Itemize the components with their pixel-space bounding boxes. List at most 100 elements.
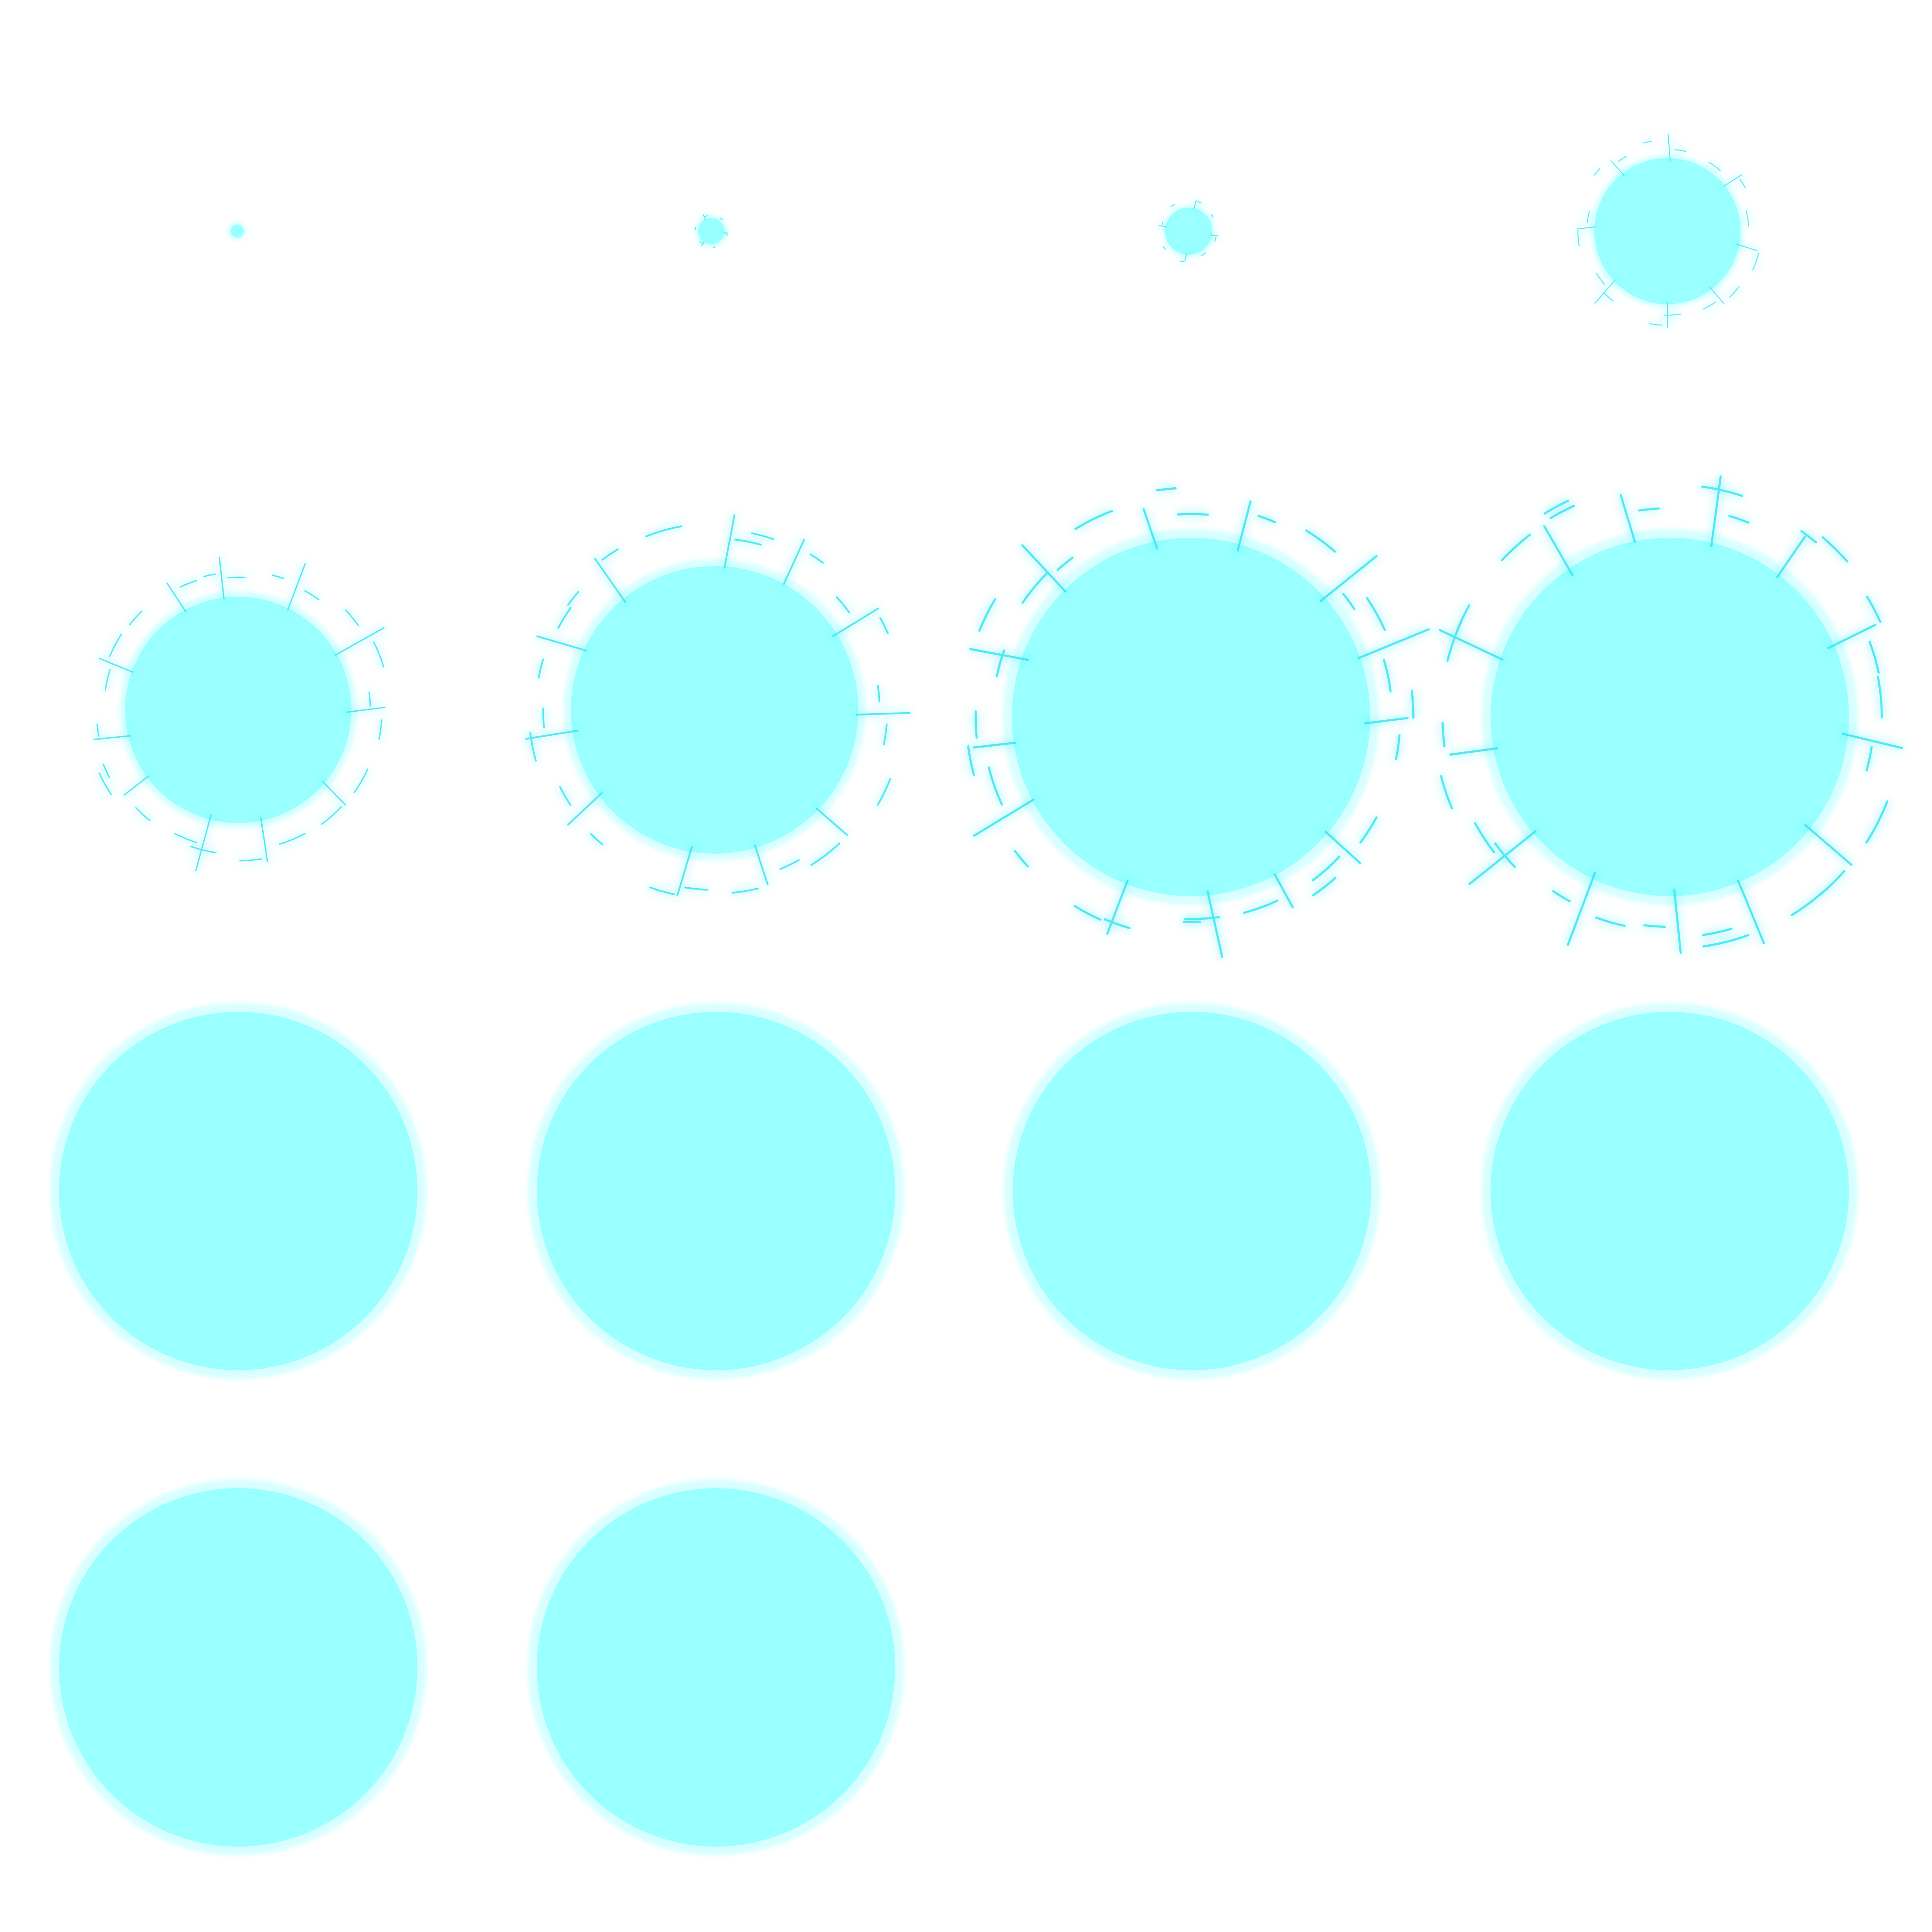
energy-orb — [1013, 1012, 1371, 1370]
energy-orb — [1491, 538, 1849, 896]
spark-spike — [1710, 475, 1722, 547]
spark-arc — [1410, 690, 1415, 719]
spark-ring — [1439, 475, 1903, 954]
orb-frame-6 — [525, 514, 911, 897]
spark-arc — [567, 591, 580, 606]
spark-arc — [1739, 178, 1746, 188]
spark-spike — [536, 635, 587, 651]
spark-spike — [1206, 890, 1224, 958]
spark-spike — [1320, 555, 1378, 602]
spark-arc — [1587, 210, 1590, 223]
spark-spike — [1106, 879, 1129, 935]
spark-spike — [1804, 824, 1853, 866]
spark-arc — [779, 859, 800, 870]
spark-arc — [967, 745, 975, 776]
spark-arc — [1201, 252, 1206, 256]
spark-arc — [1057, 557, 1074, 571]
spark-arc — [731, 887, 759, 894]
spark-arc — [1790, 890, 1825, 916]
spark-arc — [1243, 899, 1279, 914]
spark-arc — [368, 691, 371, 707]
spark-spike — [1619, 493, 1636, 543]
spark-ring — [525, 514, 911, 897]
spark-arc — [1642, 141, 1652, 144]
spark-arc — [649, 886, 675, 896]
spark-spike — [1667, 133, 1671, 162]
spark-spike — [218, 557, 225, 600]
energy-orb — [59, 1012, 417, 1370]
spark-arc — [876, 778, 891, 807]
spark-arc — [1800, 530, 1817, 544]
spark-ring — [1577, 133, 1759, 328]
spark-arc — [1877, 675, 1883, 719]
spark-arc — [684, 886, 708, 891]
spark-arc — [1440, 775, 1453, 809]
spark-arc — [978, 598, 997, 632]
spark-arc — [694, 227, 696, 230]
spark-arc — [557, 607, 572, 629]
energy-orb — [1594, 158, 1740, 304]
spark-arc — [1305, 529, 1336, 553]
spark-arc — [1702, 927, 1733, 936]
spark-arc — [1163, 246, 1166, 250]
spark-arc — [135, 807, 151, 821]
spark-arc — [704, 215, 708, 217]
spark-spike — [783, 539, 805, 585]
spark-spike — [1364, 716, 1409, 724]
spark-spike — [1723, 174, 1742, 187]
energy-orb — [59, 1488, 417, 1847]
spark-arc — [1618, 156, 1627, 162]
spark-spike — [676, 846, 693, 897]
spark-arc — [373, 641, 384, 668]
spark-spike — [1673, 889, 1682, 954]
spark-arc — [1382, 658, 1392, 693]
spark-spike — [260, 817, 268, 862]
orb-frame-13 — [50, 1479, 426, 1856]
spark-arc — [1176, 513, 1209, 516]
spark-arc — [1441, 722, 1446, 748]
spark-spike — [1021, 544, 1067, 593]
spark-spike — [1357, 628, 1430, 659]
energy-orb — [537, 1488, 895, 1847]
spark-arc — [1728, 515, 1750, 524]
spark-arc — [1746, 210, 1749, 226]
orb-frame-8 — [1439, 475, 1903, 954]
spark-spike — [1827, 624, 1876, 650]
spark-arc — [1074, 510, 1113, 530]
spark-spike — [346, 707, 385, 713]
spark-spike — [1236, 500, 1252, 552]
spark-spike — [567, 792, 603, 826]
spark-arc — [1703, 301, 1716, 309]
spark-arc — [1649, 323, 1663, 326]
spark-arc — [734, 539, 762, 546]
spark-arc — [1552, 890, 1571, 902]
spark-arc — [1214, 236, 1216, 242]
spark-arc — [1643, 924, 1666, 928]
spark-spike — [1776, 535, 1806, 578]
orb-frame-12 — [1482, 1003, 1858, 1379]
spark-spike — [832, 607, 880, 637]
spark-arc — [1359, 816, 1378, 844]
spark-spike — [525, 730, 579, 740]
spark-arc — [1395, 734, 1401, 761]
spark-arc — [279, 833, 306, 845]
spark-arc — [1156, 487, 1177, 491]
spark-spike — [594, 558, 626, 603]
spark-spike — [1736, 243, 1757, 251]
spark-arc — [96, 723, 100, 737]
spark-spike — [816, 808, 848, 836]
spark-arc — [1596, 273, 1605, 285]
energy-orb — [537, 1012, 895, 1370]
spark-arc — [1180, 260, 1185, 263]
spark-arc — [203, 573, 216, 577]
orb-frame-2 — [694, 214, 728, 248]
spark-arc — [559, 786, 572, 806]
energy-orb — [125, 597, 351, 823]
spark-spike — [1468, 830, 1537, 885]
spark-arc — [378, 719, 383, 740]
spark-arc — [1342, 592, 1356, 610]
spark-arc — [988, 766, 1003, 806]
spark-spike — [1439, 629, 1504, 661]
spark-arc — [883, 723, 888, 746]
